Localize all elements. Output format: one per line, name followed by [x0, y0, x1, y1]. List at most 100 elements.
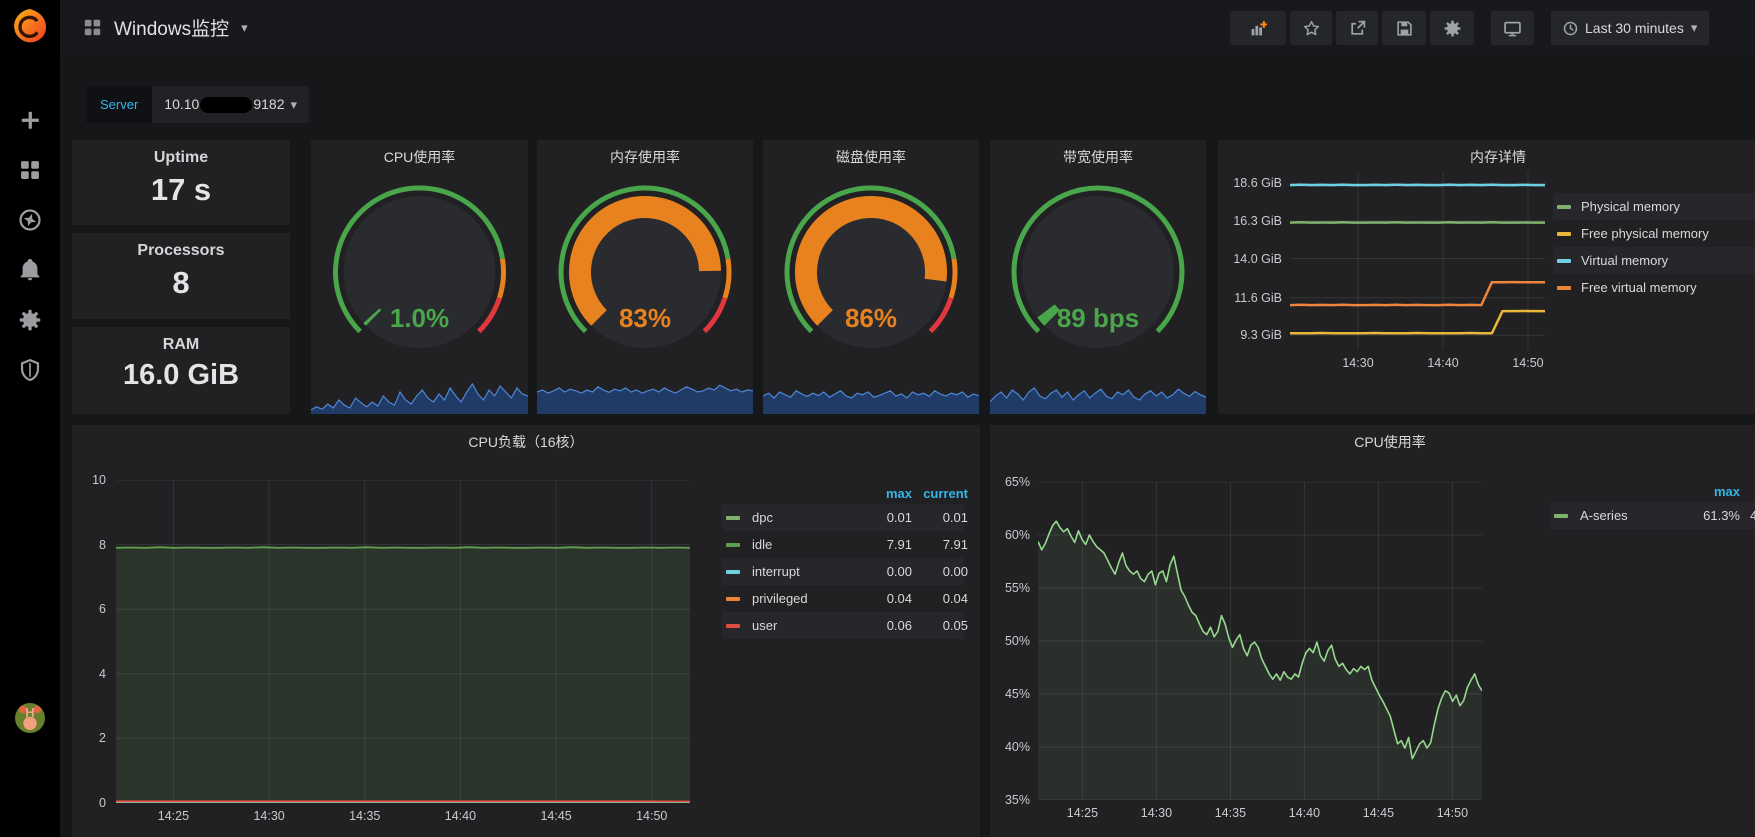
gauge-value: 86% — [844, 303, 898, 333]
title-caret-icon[interactable]: ▾ — [241, 19, 248, 35]
series-label[interactable]: privileged — [752, 591, 808, 606]
y-axis-tick-label: 45% — [1004, 687, 1030, 701]
sidebar-item-configuration[interactable] — [18, 308, 42, 332]
x-axis-tick-label: 14:40 — [444, 809, 477, 823]
x-axis-tick-label: 14:25 — [157, 809, 190, 823]
sidebar-item-server-admin[interactable] — [18, 358, 42, 382]
server-dropdown-caret-icon: ▾ — [290, 96, 298, 112]
y-axis-tick-label: 18.6 GiB — [1233, 176, 1282, 191]
sidebar-item-alerting[interactable] — [18, 258, 42, 282]
x-axis-tick-label: 14:35 — [349, 809, 381, 823]
dashboard-settings-button[interactable] — [1430, 11, 1474, 45]
legend-item: Free virtual memory — [1553, 274, 1755, 301]
clock-icon — [1563, 21, 1578, 35]
chart-plot-area[interactable] — [1037, 481, 1483, 801]
save-dashboard-button[interactable] — [1382, 11, 1426, 45]
y-axis-tick-label: 55% — [1004, 581, 1030, 595]
user-avatar[interactable] — [15, 703, 45, 733]
add-panel-button[interactable] — [1230, 11, 1286, 45]
panel-title[interactable]: 磁盘使用率 — [836, 149, 906, 165]
monitor-icon — [1504, 21, 1521, 37]
gauge-sparkline — [989, 374, 1207, 414]
chart-canvas — [1289, 172, 1545, 350]
y-axis-tick-label: 10 — [92, 473, 106, 487]
legend-item: privileged 0.04 0.04 — [722, 585, 968, 612]
chart-plot-area[interactable] — [1289, 172, 1545, 350]
panel-title[interactable]: CPU使用率 — [1354, 434, 1426, 450]
stat-title[interactable]: RAM — [162, 336, 200, 353]
star-dashboard-button[interactable] — [1290, 11, 1332, 45]
series-max: 7.91 — [886, 537, 912, 552]
panel-title[interactable]: 内存详情 — [1470, 149, 1526, 165]
time-range-caret-icon: ▾ — [1690, 20, 1698, 35]
y-axis-tick-label: 50% — [1004, 634, 1030, 648]
panel-processors: Processors 8 — [72, 233, 290, 319]
series-max: 0.01 — [886, 510, 912, 525]
series-label[interactable]: Virtual memory — [1581, 253, 1669, 268]
time-range-picker[interactable]: Last 30 minutes ▾ — [1551, 11, 1710, 45]
x-axis-tick-label: 14:50 — [1436, 806, 1469, 820]
y-axis-tick-label: 11.6 GiB — [1234, 290, 1282, 305]
sidebar-item-explore[interactable] — [18, 208, 42, 232]
series-current-clipped: 4 — [1750, 508, 1755, 523]
gauge — [311, 166, 528, 370]
stat-title[interactable]: Processors — [137, 242, 225, 259]
y-axis-tick-label: 40% — [1004, 740, 1030, 754]
legend-header-max[interactable]: max — [1713, 483, 1740, 499]
legend-item: dpc 0.01 0.01 — [722, 504, 968, 531]
y-axis-tick-label: 9.3 GiB — [1240, 328, 1282, 343]
sparkline-canvas — [536, 384, 754, 414]
legend-item: interrupt 0.00 0.00 — [722, 558, 968, 585]
y-axis-tick-label: 60% — [1004, 528, 1030, 542]
panel-title[interactable]: CPU负载（16核） — [468, 434, 584, 450]
y-axis-tick-label: 4 — [99, 666, 106, 681]
series-label[interactable]: A-series — [1580, 508, 1628, 523]
share-dashboard-button[interactable] — [1336, 11, 1378, 45]
add-panel-icon — [1251, 20, 1267, 35]
legend-header-max[interactable]: max — [885, 485, 912, 501]
stat-title[interactable]: Uptime — [153, 149, 209, 166]
panel-memory-detail: 内存详情 18.6 GiB 16.3 GiB 14.0 GiB 11.6 GiB 9.3… — [1218, 140, 1755, 414]
series-label[interactable]: Physical memory — [1581, 199, 1680, 214]
series-label[interactable]: dpc — [752, 510, 773, 525]
series-swatch — [1554, 513, 1568, 518]
panel-memory-usage-gauge: 内存使用率 83% — [536, 140, 754, 414]
chart-legend-table: max A-series 61.3% 4 — [1550, 480, 1755, 529]
series-max: 61.3% — [1703, 508, 1740, 523]
y-axis-tick-label: 14.0 GiB — [1233, 251, 1282, 266]
y-axis: 65% 60% 55% 50% 45% 40% 35% — [990, 475, 1030, 807]
chart-legend: Physical memory Free physical memory Vir… — [1553, 193, 1755, 301]
stat-value: 8 — [172, 265, 190, 300]
panel-title[interactable]: 内存使用率 — [610, 149, 680, 165]
x-axis: 14:25 14:30 14:35 14:40 14:45 14:50 — [1038, 806, 1482, 822]
series-label[interactable]: user — [752, 618, 778, 633]
series-label[interactable]: idle — [752, 537, 773, 552]
series-swatch — [1557, 258, 1571, 263]
dashboard-title[interactable]: Windows监控 — [114, 19, 230, 40]
series-label[interactable]: interrupt — [752, 564, 800, 579]
x-axis-tick-label: 14:35 — [1214, 806, 1247, 820]
series-label[interactable]: Free virtual memory — [1581, 280, 1697, 295]
cycle-view-button[interactable] — [1491, 11, 1534, 45]
panel-title[interactable]: 带宽使用率 — [1063, 149, 1133, 165]
series-max: 0.06 — [886, 618, 912, 633]
legend-header-current[interactable]: current — [923, 485, 968, 501]
sidebar-item-create[interactable] — [18, 108, 42, 132]
sidebar-menu — [0, 108, 60, 382]
gauge-canvas — [558, 185, 732, 348]
series-label[interactable]: Free physical memory — [1581, 226, 1709, 241]
panel-disk-usage-gauge: 磁盘使用率 86% — [762, 140, 980, 414]
legend-header: max — [1550, 480, 1755, 502]
panel-title[interactable]: CPU使用率 — [383, 149, 456, 165]
series-max: 0.04 — [886, 591, 912, 606]
server-variable-dropdown[interactable]: 10.10 9182 ▾ — [152, 86, 310, 123]
legend-item: Virtual memory — [1553, 247, 1755, 274]
series-swatch — [726, 542, 740, 547]
panel-cpu-load: CPU负载（16核） 10 8 6 4 2 0 14:25 14:30 14:35 14:40 1… — [72, 425, 980, 837]
grafana-logo[interactable] — [12, 8, 48, 44]
sidebar-item-dashboards[interactable] — [18, 158, 42, 182]
chart-plot-area[interactable] — [115, 479, 691, 804]
x-axis-tick-label: 14:25 — [1066, 806, 1099, 820]
gauge-canvas — [784, 185, 958, 348]
dashboard-title-group: Windows监控 ▾ — [83, 14, 248, 41]
